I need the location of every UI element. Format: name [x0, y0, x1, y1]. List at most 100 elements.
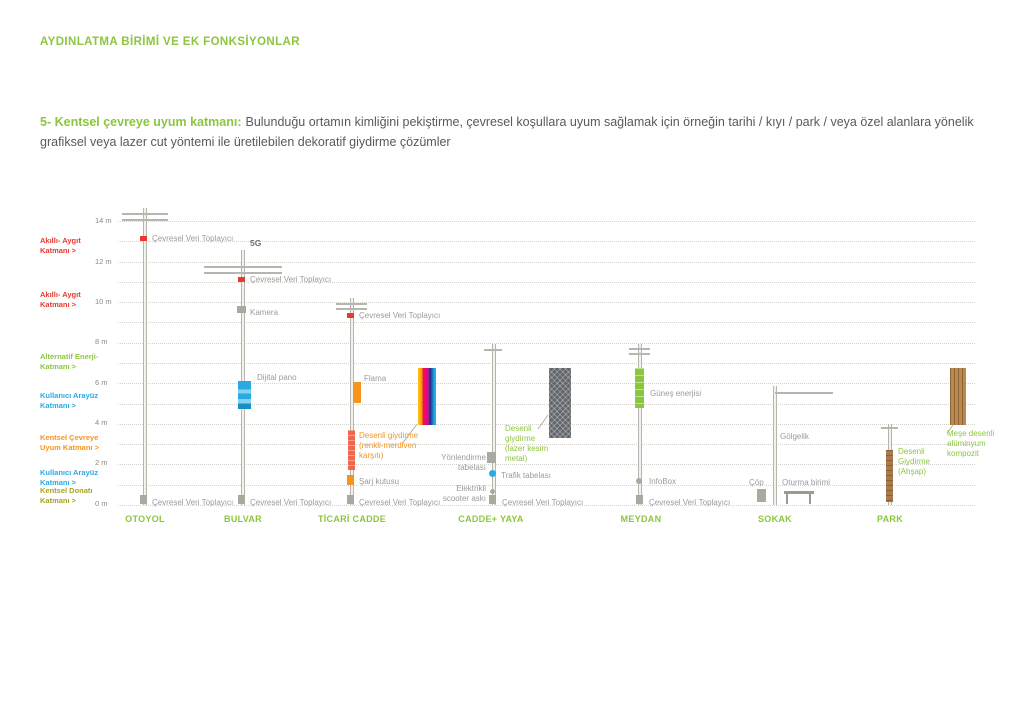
seating-label: Oturma birimi: [782, 478, 831, 487]
crossarm: [122, 219, 168, 221]
gridline: [118, 363, 975, 364]
digital-panel-icon: [238, 381, 251, 409]
cladding-label: Desenli Giydirme (Ahşap): [898, 447, 931, 476]
laser-cut-metal-sample: [549, 368, 571, 438]
oak-composite-sample: [950, 368, 966, 425]
digital-panel-label: Dijital pano: [257, 373, 297, 382]
sensor-marker-icon: [238, 277, 245, 282]
wood-cladding-icon: [886, 450, 893, 502]
page-title: AYDINLATMA BİRİMİ VE EK FONKSİYONLAR: [40, 36, 300, 48]
category-cadde-yaya: CADDE+ YAYA: [458, 514, 524, 524]
solar-label: Güneş enerjisi: [650, 389, 702, 398]
gridline: [118, 505, 975, 506]
wayfinding-sign-icon: [487, 452, 496, 463]
gridline: [118, 322, 975, 323]
charge-box-icon: [347, 475, 354, 485]
solar-strip-icon: [635, 368, 644, 408]
sensor-bottom-label: Çevresel Veri Toplayıcı: [502, 498, 584, 507]
axis-tick: 10 m: [95, 297, 112, 306]
gridline: [118, 383, 975, 384]
gridline: [118, 262, 975, 263]
gridline: [118, 485, 975, 486]
infobox-label: InfoBox: [649, 477, 677, 486]
patterned-cladding-icon: [348, 430, 355, 470]
gridline: [118, 464, 975, 465]
rainbow-cladding-sample: [418, 368, 436, 425]
sensor-base-icon: [347, 495, 354, 504]
scooter-label: Elektrikli scooter askı: [442, 484, 486, 503]
bench-seat-icon: [784, 491, 814, 494]
sensor-bottom-label: Çevresel Veri Toplayıcı: [649, 498, 731, 507]
crossarm: [881, 427, 898, 429]
bench-leg-icon: [786, 494, 788, 504]
camera-icon: [237, 306, 246, 313]
layer-label-user-interface-1: Kullanıcı Arayüz Katmanı >: [40, 391, 99, 410]
wayfinding-label: Yönlendirme tabelası: [441, 453, 486, 472]
cladding-label: Desenli giydirme (lazer kesim metal): [505, 424, 549, 463]
canopy-label: Gölgelik: [780, 432, 809, 441]
sensor-base-icon: [140, 495, 147, 504]
pole: [773, 386, 777, 505]
category-meydan: MEYDAN: [620, 514, 662, 524]
category-sokak: SOKAK: [757, 514, 792, 524]
gridline: [118, 343, 975, 344]
category-park: PARK: [876, 514, 904, 524]
intro-lead: 5- Kentsel çevreye uyum katmanı:: [40, 115, 242, 129]
traffic-sign-label: Trafik tabelası: [501, 471, 551, 480]
layer-label-urban-furniture: Kentsel Donatı Katmanı >: [40, 486, 93, 505]
layer-label-user-interface-2: Kullanıcı Arayüz Katmanı >: [40, 468, 99, 487]
sensor-marker-icon: [347, 313, 354, 318]
intro-body: Bulunduğu ortamın kimliğini pekiştirme, …: [40, 115, 974, 149]
layer-label-smart-device-2: Akıllı- Aygıt Katmanı >: [40, 290, 81, 309]
crossarm: [204, 266, 282, 268]
sensor-base-icon: [636, 495, 643, 504]
charge-box-label: Şarj kutusu: [359, 477, 400, 486]
intro-paragraph: 5- Kentsel çevreye uyum katmanı: Bulunduğ…: [40, 112, 990, 152]
pole: [492, 344, 496, 505]
sensor-top-label: Çevresel Veri Toplayıcı: [359, 311, 441, 320]
trash-label: Çöp: [749, 478, 764, 487]
axis-tick: 0 m: [95, 499, 108, 508]
crossarm: [629, 353, 650, 355]
flag-banner-icon: [353, 382, 361, 403]
sensor-base-icon: [238, 495, 245, 504]
axis-tick: 6 m: [95, 378, 108, 387]
scooter-hook-icon: [490, 489, 495, 494]
pole: [241, 250, 245, 505]
axis-tick: 12 m: [95, 257, 112, 266]
flag-label: Flama: [364, 374, 387, 383]
trash-bin-icon: [757, 489, 766, 502]
sensor-bottom-label: Çevresel Veri Toplayıcı: [359, 498, 441, 507]
sensor-bottom-label: Çevresel Veri Toplayıcı: [250, 498, 332, 507]
pole: [143, 208, 147, 505]
crossarm: [484, 349, 502, 351]
gridline: [118, 302, 975, 303]
gridline: [118, 404, 975, 405]
category-ticari-cadde: TİCARİ CADDE: [317, 514, 387, 524]
layer-label-urban-fit: Kentsel Çevreye Uyum Katmanı >: [40, 433, 99, 452]
bench-leg-icon: [809, 494, 811, 504]
traffic-sign-icon: [489, 470, 496, 477]
sensor-base-icon: [489, 495, 496, 504]
gridline: [118, 241, 975, 242]
sensor-top-label: Çevresel Veri Toplayıcı: [250, 275, 332, 284]
axis-tick: 14 m: [95, 216, 112, 225]
axis-tick: 8 m: [95, 337, 108, 346]
layer-label-alt-energy: Alternatif Enerji- Katmanı >: [40, 352, 99, 371]
crossarm: [336, 308, 367, 310]
axis-tick: 4 m: [95, 418, 108, 427]
composite-label: Meşe desenli alüminyum kompozit: [947, 429, 995, 458]
gridline: [118, 282, 975, 283]
canopy-arm-icon: [775, 392, 833, 394]
layer-label-smart-device-1: Akıllı- Aygıt Katmanı >: [40, 236, 81, 255]
crossarm: [336, 303, 367, 305]
category-bulvar: BULVAR: [224, 514, 262, 524]
sensor-marker-icon: [140, 236, 147, 241]
crossarm: [204, 272, 282, 274]
category-otoyol: OTOYOL: [125, 514, 165, 524]
pole: [638, 344, 642, 505]
gridline: [118, 424, 975, 425]
crossarm: [629, 348, 650, 350]
